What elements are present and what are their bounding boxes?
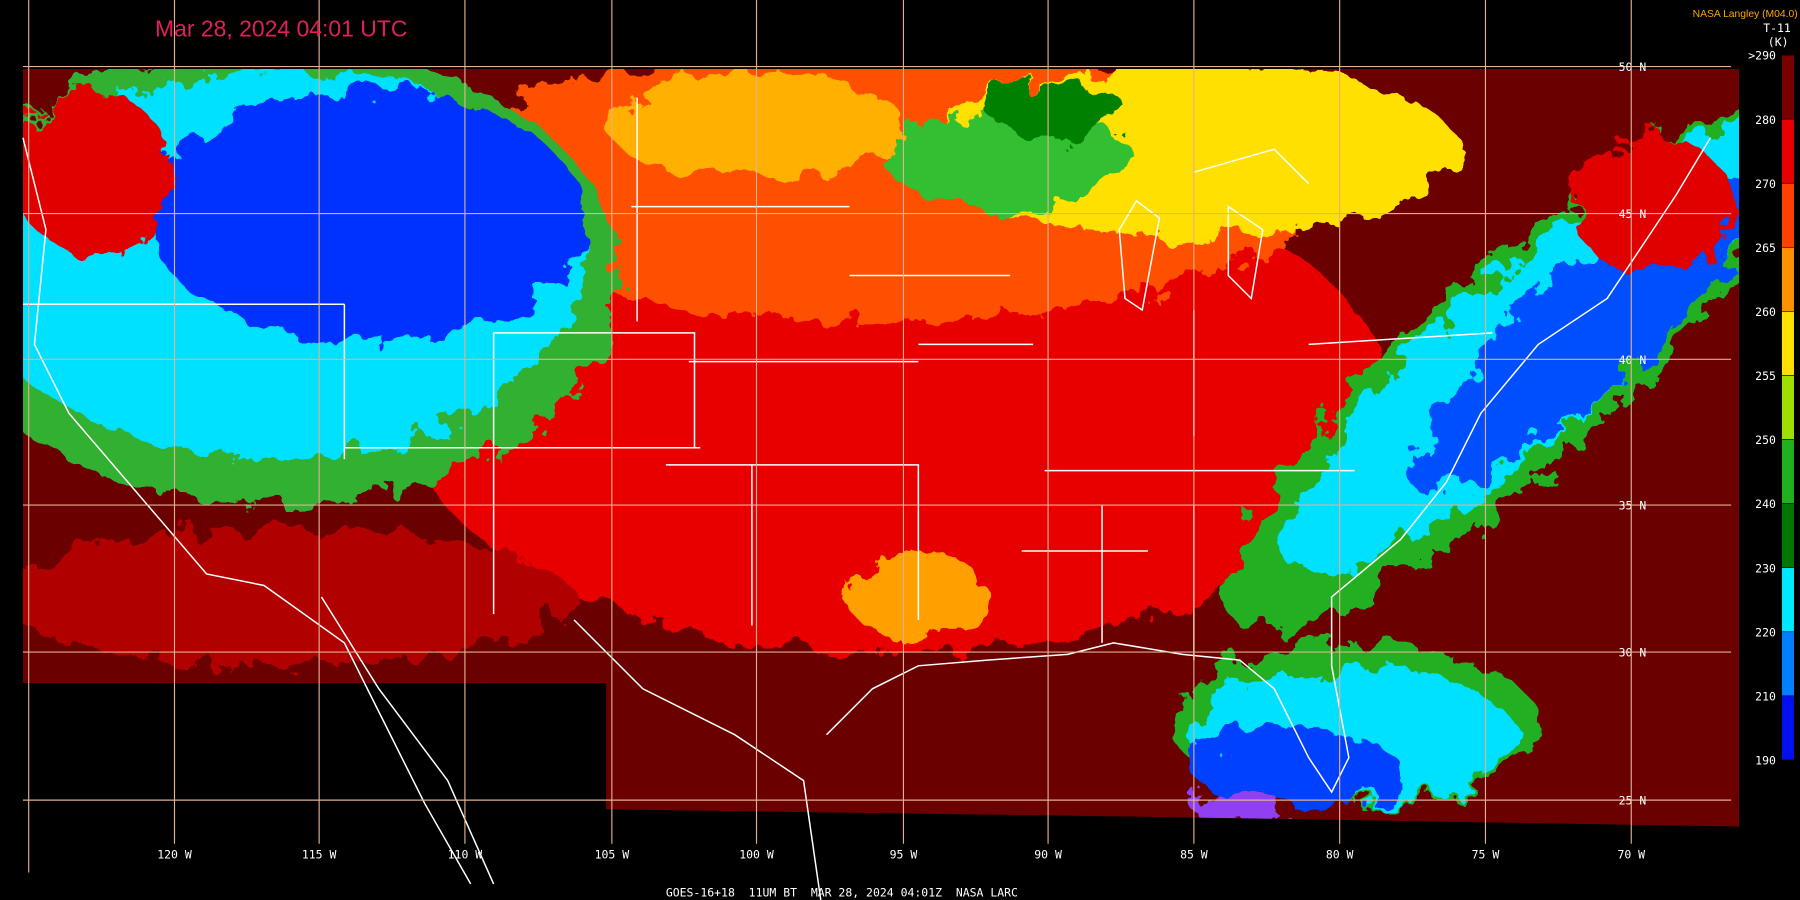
longitude-label: 100 W (739, 848, 774, 862)
west-coast (22, 137, 472, 885)
latitude-label: 45 N (1619, 207, 1647, 221)
colorbar-segment (1781, 247, 1795, 312)
colorbar: >290 280 270 265 260 255 250 240 230 220 210 190 (1748, 49, 1795, 768)
graticule: 50 N 45 N 40 N 35 N 30 N 25 N 120 W 115 W 110 W 1… (22, 0, 1732, 873)
red-area (22, 528, 574, 666)
longitude-label: 85 W (1180, 848, 1208, 862)
colorbar-segment (1781, 695, 1795, 761)
colorbar-label: 250 (1755, 433, 1776, 447)
colorbar-unit: (K) (1768, 35, 1789, 49)
green-area (987, 80, 1125, 138)
longitude-label: 80 W (1326, 848, 1354, 862)
footer: GOES-16+18 11UM BT MAR 28, 2024 04:01Z N… (666, 886, 1018, 900)
baja-coast (320, 596, 495, 885)
colorbar-label: 270 (1755, 177, 1776, 191)
colorbar-label: 190 (1755, 754, 1776, 768)
latitude-label: 25 N (1619, 794, 1647, 808)
red-area (22, 91, 173, 253)
colorbar-segment (1781, 182, 1795, 248)
colorbar-segment (1781, 439, 1795, 504)
colorbar-label: 280 (1755, 113, 1776, 127)
longitude-label: 110 W (448, 848, 483, 862)
colorbar-label: 240 (1755, 497, 1776, 511)
colorbar-segment (1781, 118, 1795, 184)
colorbar-label: 260 (1755, 305, 1776, 319)
blue-area (1193, 728, 1401, 810)
colorbar-title: T-11 (1763, 21, 1791, 35)
colorbar-label: 265 (1755, 241, 1776, 255)
colorbar-segment (1781, 54, 1795, 120)
colorbar-segment (1781, 567, 1795, 633)
colorbar-segment (1781, 503, 1795, 569)
blue-area (149, 91, 586, 345)
gulf-mexico-coast (573, 619, 822, 900)
colorbar-segment (1781, 311, 1795, 376)
gulf-atlantic-coast (826, 137, 1712, 794)
latitude-label: 40 N (1619, 353, 1647, 367)
colorbar-label: 230 (1755, 561, 1776, 575)
great-lakes (1118, 148, 1310, 312)
longitude-label: 70 W (1617, 848, 1645, 862)
colorbar-label: 220 (1755, 625, 1776, 639)
longitude-label: 105 W (595, 848, 630, 862)
longitude-label: 115 W (302, 848, 337, 862)
purple-area (1193, 793, 1286, 826)
red-area (1572, 137, 1734, 276)
colorbar-label: 210 (1755, 689, 1776, 703)
longitude-label: 90 W (1034, 848, 1062, 862)
yellow-area (608, 74, 907, 178)
colorbar-label: >290 (1748, 49, 1776, 63)
colorbar-segment (1781, 375, 1795, 440)
timestamp-title: Mar 28, 2024 04:01 UTC (155, 16, 407, 42)
green-area (883, 114, 1137, 207)
colorbar-label: 255 (1755, 369, 1776, 383)
latitude-label: 35 N (1619, 499, 1647, 513)
longitude-label: 75 W (1472, 848, 1500, 862)
latitude-label: 50 N (1619, 60, 1647, 74)
longitude-label: 95 W (890, 848, 918, 862)
source-label: NASA Langley (M04.0) (1693, 9, 1798, 20)
latitude-label: 30 N (1619, 646, 1647, 660)
colorbar-segment (1781, 631, 1795, 697)
longitude-label: 120 W (157, 848, 192, 862)
